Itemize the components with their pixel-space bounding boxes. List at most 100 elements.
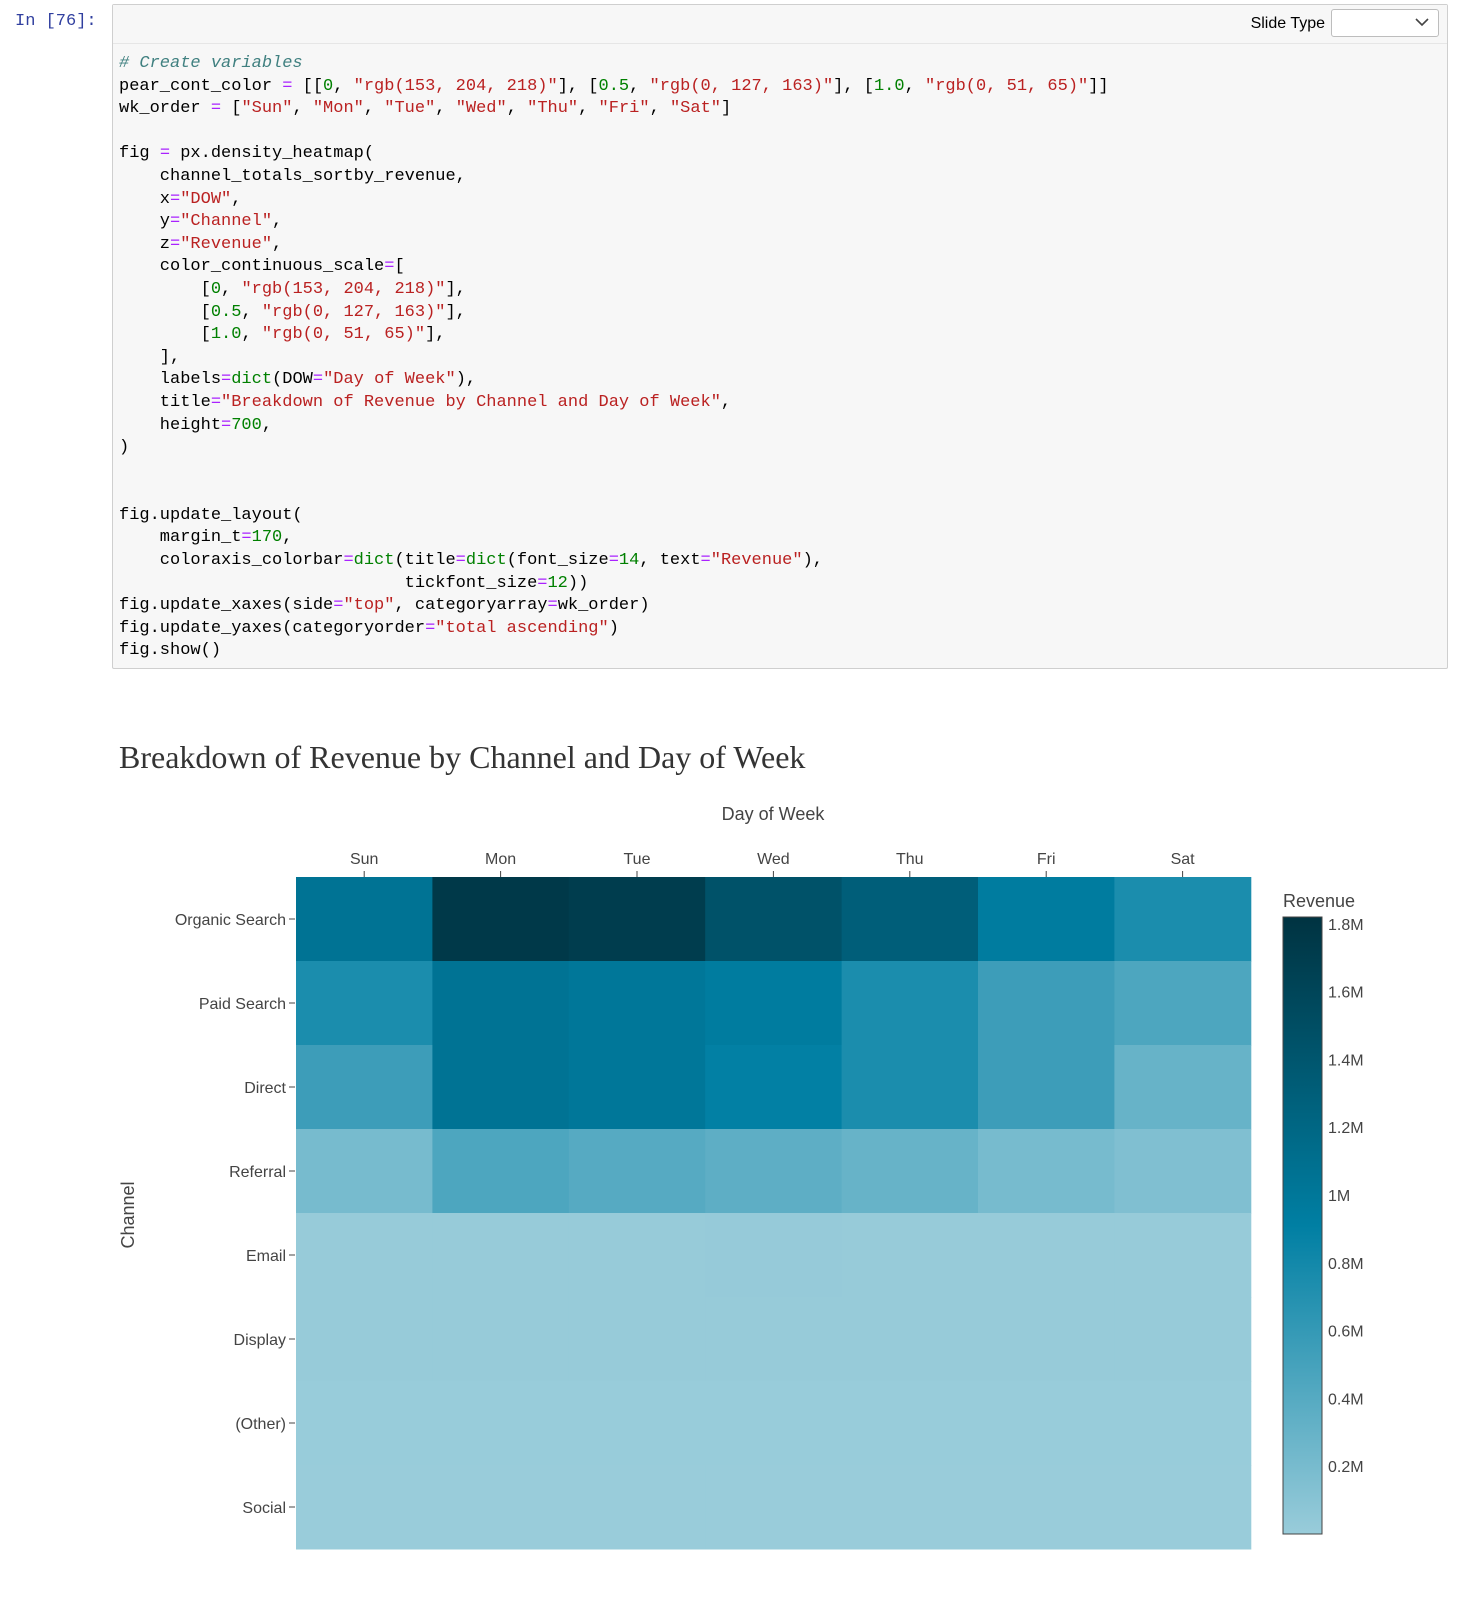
heatmap-cell[interactable] xyxy=(568,1213,706,1298)
heatmap-cell[interactable] xyxy=(841,1213,979,1298)
y-tick-label: Email xyxy=(246,1248,286,1265)
x-tick-label: Mon xyxy=(485,851,516,868)
heatmap-cell[interactable] xyxy=(296,1465,433,1550)
heatmap-cell[interactable] xyxy=(705,1129,843,1214)
heatmap-cell[interactable] xyxy=(568,1045,706,1130)
heatmap-cell[interactable] xyxy=(1114,1129,1252,1214)
heatmap-cell[interactable] xyxy=(1114,961,1252,1046)
colorbar-tick-label: 1.4M xyxy=(1328,1052,1364,1069)
heatmap-cell[interactable] xyxy=(841,1381,979,1466)
y-tick-label: (Other) xyxy=(235,1416,286,1433)
heatmap-cell[interactable] xyxy=(841,961,979,1046)
heatmap-cell[interactable] xyxy=(841,1465,979,1550)
colorbar-tick-label: 0.2M xyxy=(1328,1459,1364,1476)
heatmap-cell[interactable] xyxy=(296,1213,433,1298)
heatmap-cell[interactable] xyxy=(296,961,433,1046)
heatmap-cell[interactable] xyxy=(432,1297,570,1382)
heatmap-cell[interactable] xyxy=(296,1045,433,1130)
x-tick-label: Sat xyxy=(1171,851,1196,868)
y-tick-label: Social xyxy=(242,1500,286,1517)
heatmap-cell[interactable] xyxy=(705,1297,843,1382)
heatmap-cell[interactable] xyxy=(296,1297,433,1382)
x-axis-ticks: Sun Mon Tue Wed Thu Fri Sat xyxy=(350,851,1195,877)
heatmap-cell[interactable] xyxy=(296,877,433,962)
code-comment: # Create variables xyxy=(119,54,303,73)
heatmap-cell[interactable] xyxy=(432,961,570,1046)
heatmap-cell[interactable] xyxy=(841,1129,979,1214)
x-axis-title: Day of Week xyxy=(722,804,826,824)
heatmap-cell[interactable] xyxy=(568,1465,706,1550)
code-editor[interactable]: # Create variables pear_cont_color = [[0… xyxy=(119,54,1109,661)
x-tick-label: Sun xyxy=(350,851,378,868)
x-tick-label: Thu xyxy=(896,851,924,868)
y-tick-label: Paid Search xyxy=(199,996,286,1013)
heatmap-cell[interactable] xyxy=(978,1297,1115,1382)
cell-output: Breakdown of Revenue by Channel and Day … xyxy=(112,690,1448,1618)
heatmap-cell[interactable] xyxy=(978,1129,1115,1214)
heatmap-cell[interactable] xyxy=(978,1045,1115,1130)
heatmap-cell[interactable] xyxy=(1114,1297,1252,1382)
chart-title: Breakdown of Revenue by Channel and Day … xyxy=(119,739,805,775)
code-line-wk: wk_order = ["Sun", "Mon", "Tue", "Wed", … xyxy=(119,99,732,119)
heatmap-cell[interactable] xyxy=(978,1465,1115,1550)
x-tick-label: Wed xyxy=(757,851,790,868)
heatmap-cell[interactable] xyxy=(978,877,1115,962)
y-axis-title: Channel xyxy=(118,1181,138,1248)
heatmap-chart[interactable]: Breakdown of Revenue by Channel and Day … xyxy=(112,690,1448,1618)
colorbar-tick-label: 1M xyxy=(1328,1188,1350,1205)
heatmap-cell[interactable] xyxy=(432,1045,570,1130)
heatmap-cell[interactable] xyxy=(1114,877,1252,962)
heatmap-cell[interactable] xyxy=(432,1129,570,1214)
slide-type-label: Slide Type xyxy=(1250,15,1325,32)
heatmap-cell[interactable] xyxy=(432,1465,570,1550)
colorbar-tick-label: 0.6M xyxy=(1328,1324,1364,1341)
heatmap-cell[interactable] xyxy=(705,1465,843,1550)
heatmap-cell[interactable] xyxy=(568,961,706,1046)
heatmap-cell[interactable] xyxy=(841,1045,979,1130)
x-tick-label: Tue xyxy=(624,851,651,868)
heatmap-cell[interactable] xyxy=(296,1381,433,1466)
y-tick-label: Organic Search xyxy=(175,912,286,929)
cell-toolbar: Slide Type xyxy=(113,5,1447,44)
colorbar-tick-label: 1.2M xyxy=(1328,1120,1364,1137)
heatmap-cell[interactable] xyxy=(568,1381,706,1466)
heatmap-cell[interactable] xyxy=(1114,1213,1252,1298)
heatmap-cell[interactable] xyxy=(432,1213,570,1298)
heatmap-cell[interactable] xyxy=(705,877,843,962)
heatmap-cell[interactable] xyxy=(705,961,843,1046)
cell-prompt: In [76]: xyxy=(15,12,97,31)
heatmap-cell[interactable] xyxy=(432,877,570,962)
heatmap-cell[interactable] xyxy=(568,877,706,962)
colorbar-ticks: 1.8M 1.6M 1.4M 1.2M 1M 0.8M 0.6M 0.4M 0.2M xyxy=(1328,917,1364,1476)
heatmap-cell[interactable] xyxy=(1114,1381,1252,1466)
heatmap-cell[interactable] xyxy=(978,1381,1115,1466)
colorbar-title: Revenue xyxy=(1283,891,1355,911)
heatmap-cell[interactable] xyxy=(841,1297,979,1382)
heatmap-cell[interactable] xyxy=(1114,1045,1252,1130)
y-tick-label: Display xyxy=(234,1332,286,1349)
colorbar-tick-label: 1.8M xyxy=(1328,917,1364,934)
colorbar-tick-label: 0.4M xyxy=(1328,1391,1364,1408)
y-tick-label: Direct xyxy=(244,1080,286,1097)
y-tick-label: Referral xyxy=(229,1164,286,1181)
heatmap-cell[interactable] xyxy=(841,877,979,962)
colorbar xyxy=(1282,916,1323,1535)
heatmap-cell[interactable] xyxy=(1114,1465,1252,1550)
y-axis-ticks: Organic Search Paid Search Direct Referral E… xyxy=(175,912,295,1517)
heatmap-cell[interactable] xyxy=(568,1297,706,1382)
code-line-pear: pear_cont_color = [[0, "rgb(153, 204, 21… xyxy=(119,76,1109,96)
heatmap-cell[interactable] xyxy=(705,1213,843,1298)
heatmap-cell[interactable] xyxy=(568,1129,706,1214)
heatmap-cell[interactable] xyxy=(432,1381,570,1466)
heatmap-cell[interactable] xyxy=(705,1381,843,1466)
x-tick-label: Fri xyxy=(1037,851,1056,868)
heatmap-cell[interactable] xyxy=(978,961,1115,1046)
code-line-fig: fig = px.density_heatmap( xyxy=(119,144,375,164)
heatmap-cell[interactable] xyxy=(296,1129,433,1214)
chevron-down-icon xyxy=(1415,18,1429,27)
colorbar-tick-label: 1.6M xyxy=(1328,985,1364,1002)
heatmap-cell[interactable] xyxy=(705,1045,843,1130)
code-cell[interactable]: Slide Type # Create variables pear_cont_… xyxy=(112,4,1448,669)
slide-type-select[interactable] xyxy=(1331,9,1439,37)
heatmap-cell[interactable] xyxy=(978,1213,1115,1298)
